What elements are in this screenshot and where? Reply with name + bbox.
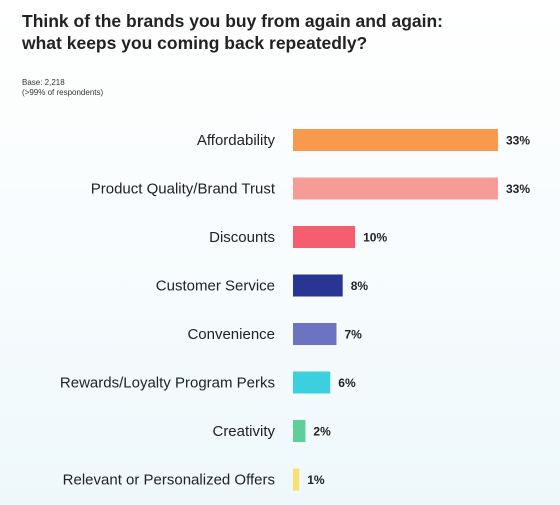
title-line-1: Think of the brands you buy from again a… — [22, 11, 443, 31]
category-label-discounts: Discounts — [209, 229, 275, 246]
bar-rewards-loyalty-program-perks — [293, 371, 331, 394]
value-label-relevant-or-personalized-offers: 1% — [307, 473, 325, 487]
bar-customer-service — [293, 274, 343, 297]
category-label-convenience: Convenience — [187, 326, 275, 343]
value-label-affordability: 33% — [506, 134, 530, 148]
value-label-product-quality-brand-trust: 33% — [506, 182, 530, 196]
category-label-affordability: Affordability — [197, 132, 276, 149]
base-note: Base: 2,218 (>99% of respondents) — [22, 78, 103, 98]
value-label-creativity: 2% — [313, 425, 331, 439]
bar-product-quality-brand-trust — [293, 177, 498, 200]
bar-creativity — [293, 420, 306, 442]
category-label-creativity: Creativity — [212, 423, 275, 440]
category-label-customer-service: Customer Service — [156, 278, 275, 295]
category-label-relevant-or-personalized-offers: Relevant or Personalized Offers — [63, 472, 275, 489]
value-label-convenience: 7% — [344, 328, 362, 342]
bar-convenience — [293, 323, 337, 345]
chart-title: Think of the brands you buy from again a… — [22, 10, 542, 54]
base-count: Base: 2,218 — [22, 78, 65, 87]
base-percent: (>99% of respondents) — [22, 88, 104, 97]
category-label-product-quality-brand-trust: Product Quality/Brand Trust — [91, 181, 276, 198]
bar-discounts — [293, 226, 356, 248]
bar-relevant-or-personalized-offers — [293, 468, 300, 491]
bar-affordability — [293, 129, 498, 151]
category-label-rewards-loyalty-program-perks: Rewards/Loyalty Program Perks — [60, 375, 275, 392]
value-label-discounts: 10% — [363, 231, 387, 245]
value-label-rewards-loyalty-program-perks: 6% — [338, 376, 356, 390]
title-line-2: what keeps you coming back repeatedly? — [22, 33, 368, 53]
value-label-customer-service: 8% — [351, 279, 369, 293]
